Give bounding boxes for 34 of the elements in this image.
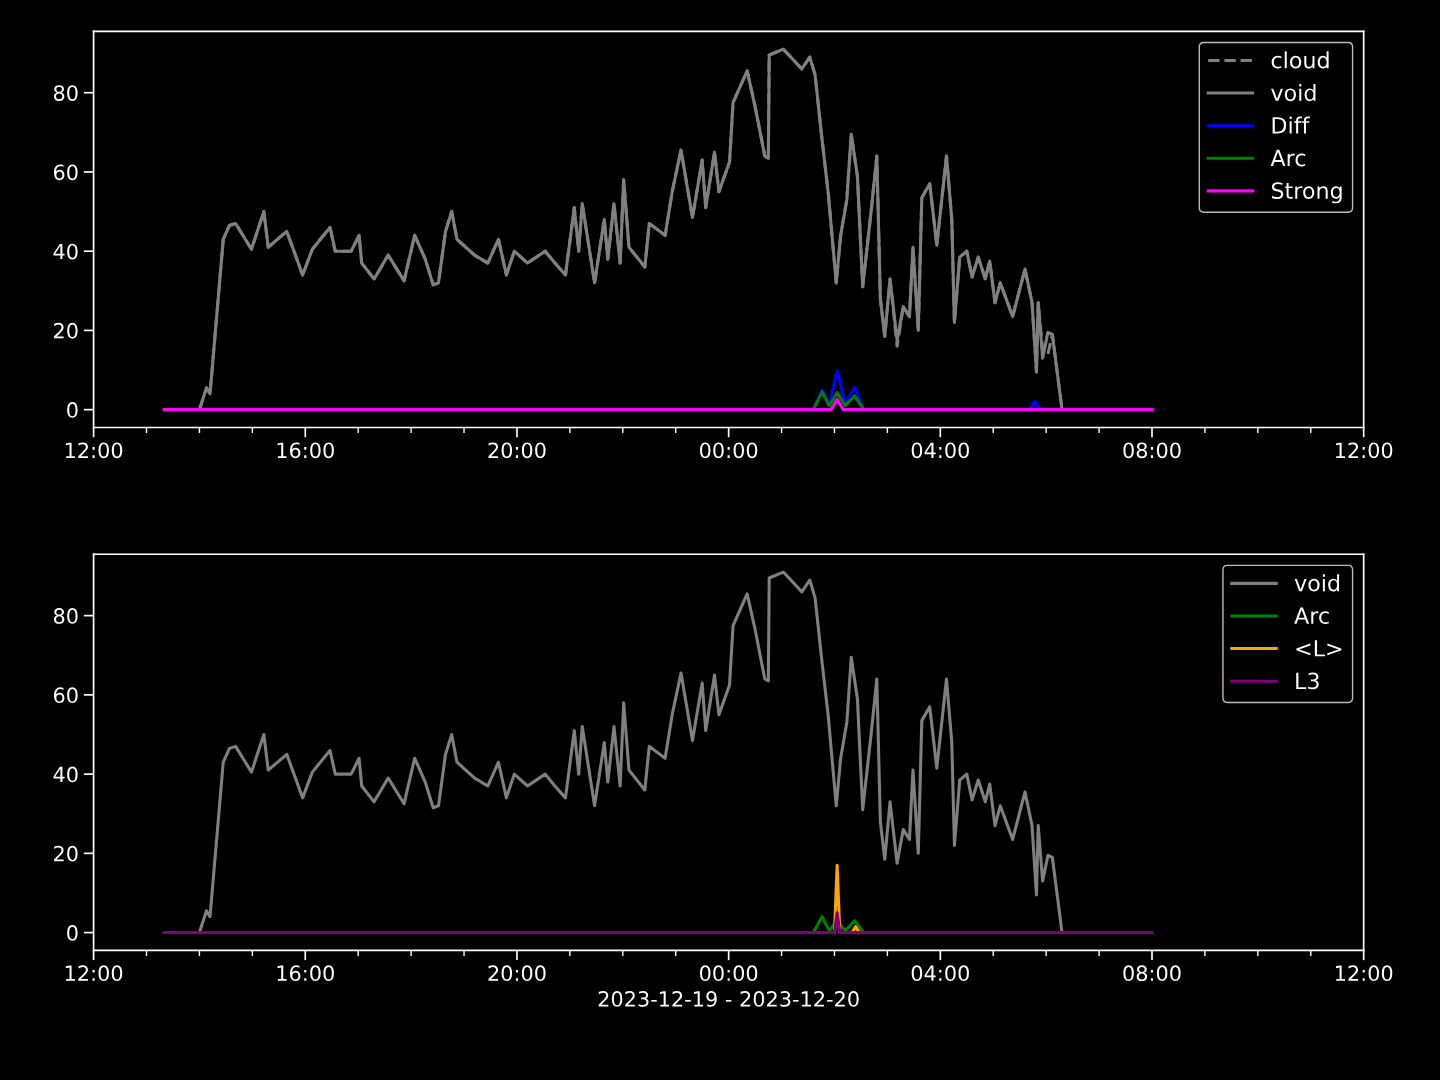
y-tick-label: 40 xyxy=(53,766,78,783)
legend-label: L3 xyxy=(1296,672,1319,690)
x-tick-label: 12:00 xyxy=(65,442,123,459)
y-tick-label: 0 xyxy=(67,925,78,941)
y-tick-label: 80 xyxy=(53,608,78,624)
y-tick-label: 60 xyxy=(53,687,78,704)
legend-label: <L> xyxy=(1296,640,1342,657)
x-tick-label: 04:00 xyxy=(911,442,969,459)
y-tick-label: 20 xyxy=(54,322,78,339)
x-tick-label: 16:00 xyxy=(277,442,334,459)
legend-label: Strong xyxy=(1271,182,1342,204)
x-tick-label: 12:00 xyxy=(65,965,123,982)
x-tick-label: 08:00 xyxy=(1123,965,1181,982)
y-tick-label: 0 xyxy=(67,402,78,418)
x-tick-label: 16:00 xyxy=(277,965,334,982)
legend-label: Diff xyxy=(1272,116,1310,134)
legend-label: cloud xyxy=(1271,51,1329,69)
x-tick-label: 00:00 xyxy=(699,965,758,982)
x-tick-label: 12:00 xyxy=(1335,965,1393,982)
legend-label: Arc xyxy=(1294,607,1329,625)
x-axis-title: 2023-12-19 - 2023-12-20 xyxy=(598,991,859,1007)
x-tick-label: 08:00 xyxy=(1123,442,1181,459)
x-tick-label: 04:00 xyxy=(911,965,969,982)
y-tick-label: 60 xyxy=(53,164,78,181)
legend-label: void xyxy=(1294,574,1340,592)
x-tick-label: 00:00 xyxy=(699,442,758,459)
x-tick-label: 20:00 xyxy=(488,965,546,982)
y-tick-label: 40 xyxy=(53,243,78,260)
y-tick-label: 20 xyxy=(54,845,78,862)
x-tick-label: 20:00 xyxy=(488,442,546,459)
legend-label: Arc xyxy=(1270,149,1306,167)
y-tick-label: 80 xyxy=(53,85,78,101)
x-tick-label: 12:00 xyxy=(1335,442,1393,459)
legend-label: void xyxy=(1271,83,1316,102)
